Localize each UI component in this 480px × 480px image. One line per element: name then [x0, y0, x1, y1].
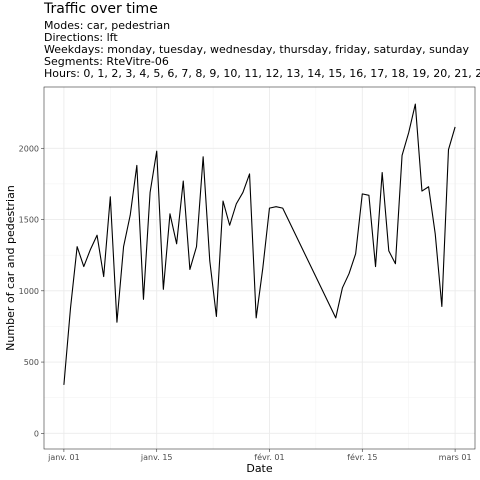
- subtitle-modes: Modes: car, pedestrian: [44, 19, 171, 32]
- x-tick-label: janv. 01: [47, 453, 80, 462]
- x-axis-title: Date: [246, 462, 273, 475]
- plot-panel: [44, 87, 475, 449]
- series-layer: [63, 103, 456, 385]
- y-axis-title: Number of car and pedestrian: [4, 185, 17, 351]
- plot-border: [43, 86, 476, 450]
- grid-lines: [44, 87, 475, 449]
- subtitle-weekdays: Weekdays: monday, tuesday, wednesday, th…: [44, 43, 470, 56]
- y-tick-label: 1500: [19, 216, 39, 225]
- x-tick-label: mars 01: [439, 453, 472, 462]
- series-line: [63, 103, 456, 385]
- subtitle-directions: Directions: lft: [44, 31, 118, 44]
- x-axis: janv. 01 janv. 15 févr. 01 févr. 15 mars 01: [47, 449, 472, 462]
- y-tick-label: 0: [34, 429, 39, 438]
- subtitle-segments: Segments: RteVitre-06: [44, 55, 169, 68]
- chart-title: Traffic over time: [44, 1, 158, 17]
- subtitle-hours: Hours: 0, 1, 2, 3, 4, 5, 6, 7, 8, 9, 10,…: [44, 67, 480, 80]
- y-tick-label: 500: [24, 358, 39, 367]
- x-tick-label: janv. 15: [140, 453, 173, 462]
- y-tick-label: 1000: [19, 287, 39, 296]
- y-axis: 0 500 1000 1500 2000: [19, 144, 44, 438]
- y-tick-label: 2000: [19, 144, 39, 153]
- x-tick-label: févr. 15: [347, 452, 377, 462]
- x-tick-label: févr. 01: [254, 452, 284, 462]
